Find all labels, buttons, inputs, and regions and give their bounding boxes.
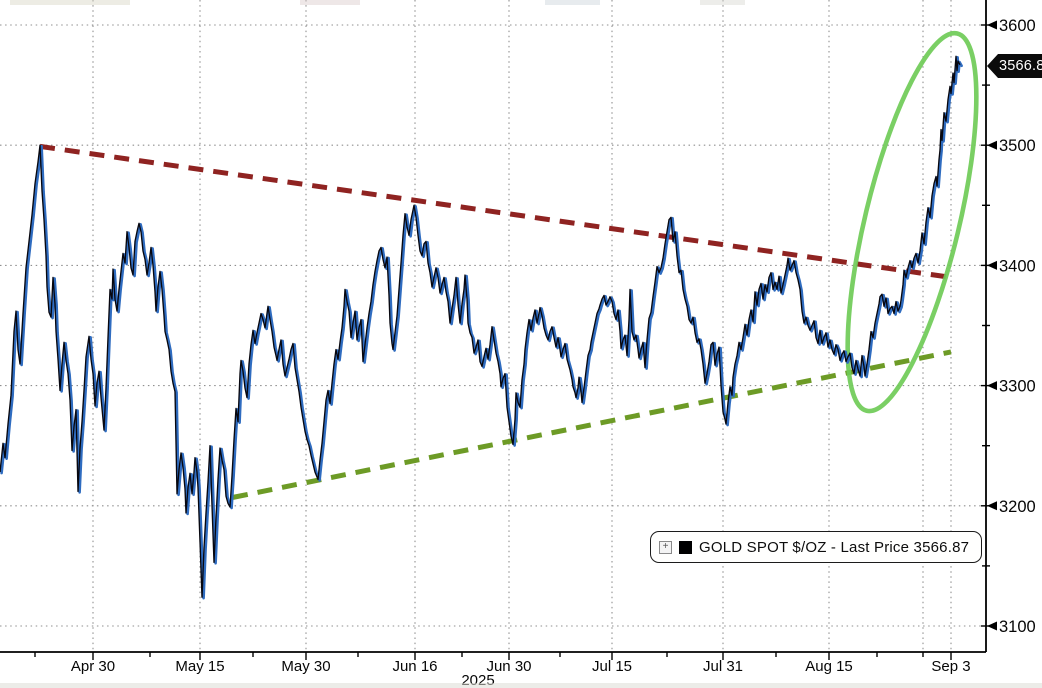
top-edge-artifact xyxy=(545,0,600,5)
last-price-tag: 3566.87 xyxy=(987,54,1042,78)
y-tick-arrow-icon xyxy=(987,20,997,30)
series-color-swatch xyxy=(679,540,692,554)
last-price-value: 3566.87 xyxy=(998,54,1042,78)
y-tick-arrow-icon xyxy=(987,381,997,391)
x-tick-label: May 15 xyxy=(175,658,224,675)
bottom-edge-artifact xyxy=(0,683,1042,688)
y-tick-arrow-icon xyxy=(987,260,997,270)
price-tag-arrow-icon xyxy=(987,54,998,78)
x-tick-label: Jul 31 xyxy=(703,658,743,675)
price-line xyxy=(0,55,961,598)
x-tick-label: May 30 xyxy=(281,658,330,675)
y-tick-label: 3400 xyxy=(999,257,1036,275)
price-line-shadow xyxy=(0,55,963,600)
legend-box[interactable]: + GOLD SPOT $/OZ - Last Price 3566.87 xyxy=(650,531,983,563)
y-tick-arrow-icon xyxy=(987,140,997,150)
legend-label: GOLD SPOT $/OZ - Last Price 3566.87 xyxy=(699,538,970,556)
y-tick-label: 3300 xyxy=(999,378,1036,396)
y-tick-label: 3500 xyxy=(999,137,1036,155)
ascending-support-trendline xyxy=(232,349,952,500)
y-tick-label: 3600 xyxy=(999,17,1036,35)
x-tick-label: Aug 15 xyxy=(805,658,853,675)
y-tick-arrow-icon xyxy=(987,621,997,631)
top-edge-artifact xyxy=(300,0,360,5)
y-tick-arrow-icon xyxy=(987,501,997,511)
x-tick-label: Jul 15 xyxy=(592,658,632,675)
x-tick-label: Apr 30 xyxy=(71,658,115,675)
x-tick-label: Jun 30 xyxy=(486,658,531,675)
y-tick-label: 3200 xyxy=(999,498,1036,516)
breakout-ellipse-annotation xyxy=(845,30,979,414)
y-tick-label: 3100 xyxy=(999,618,1036,636)
top-edge-artifact xyxy=(10,0,130,5)
x-tick-label: Jun 16 xyxy=(392,658,437,675)
top-edge-artifact xyxy=(700,0,745,5)
x-tick-label: Sep 3 xyxy=(931,658,970,675)
expand-icon[interactable]: + xyxy=(659,540,672,554)
descending-resistance-trendline xyxy=(39,143,952,280)
